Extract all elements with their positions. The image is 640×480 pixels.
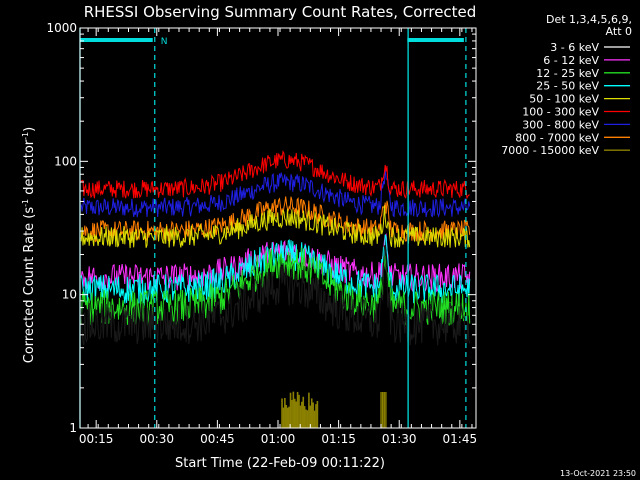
- legend-label: 6 - 12 keV: [543, 54, 599, 67]
- legend-label: 50 - 100 keV: [529, 93, 599, 106]
- legend-label: 3 - 6 keV: [550, 41, 599, 54]
- chart-title: RHESSI Observing Summary Count Rates, Co…: [84, 3, 477, 21]
- attenuator-label: N: [161, 37, 168, 47]
- y-axis-label-mid: detector: [22, 139, 37, 199]
- y-axis-label-main: Corrected Count Rate (s: [22, 207, 37, 364]
- y-tick-label: 100: [54, 154, 77, 168]
- legend-label: 100 - 300 keV: [522, 106, 599, 119]
- x-tick-label: 01:45: [443, 432, 478, 446]
- footer-timestamp: 13-Oct-2021 23:50: [560, 469, 636, 478]
- y-tick-label: 1: [69, 421, 77, 435]
- plot-area: N: [79, 28, 471, 428]
- y-tick-label: 10: [62, 288, 77, 302]
- x-tick-label: 01:00: [261, 432, 296, 446]
- axes: 1 10 100 1000 00:15 00:30 00:45 01:00 01:15 01:30…: [46, 21, 477, 446]
- legend-label: 25 - 50 keV: [536, 80, 599, 93]
- series-line-5: [80, 150, 470, 200]
- legend-label: 12 - 25 keV: [536, 67, 599, 80]
- legend-header-line: Att 0: [606, 25, 632, 38]
- y-axis-label-sup1: -1: [21, 199, 30, 207]
- y-axis-label-sup2: -1: [21, 132, 30, 140]
- x-tick-label: 00:45: [200, 432, 235, 446]
- x-tick-label: 00:30: [139, 432, 174, 446]
- series-line-0: [80, 244, 471, 346]
- legend-label: 800 - 7000 keV: [515, 131, 599, 144]
- legend-label: 300 - 800 keV: [522, 118, 599, 131]
- legend-label: 7000 - 15000 keV: [501, 144, 599, 157]
- series-line-6: [80, 165, 471, 218]
- legend-header-line: Det 1,3,4,5,6,9,: [546, 13, 632, 26]
- x-tick-label: 01:30: [382, 432, 417, 446]
- x-axis-label: Start Time (22-Feb-09 00:11:22): [175, 456, 385, 471]
- series-line-3: [80, 234, 471, 306]
- x-tick-label: 01:15: [321, 432, 356, 446]
- x-tick-label: 00:15: [79, 432, 114, 446]
- y-tick-label: 1000: [46, 21, 77, 35]
- y-axis-label: Corrected Count Rate (s-1 detector-1): [21, 127, 37, 363]
- y-axis-label-end: ): [22, 127, 37, 132]
- series-line-4: [80, 205, 471, 249]
- series-line-2: [80, 247, 471, 326]
